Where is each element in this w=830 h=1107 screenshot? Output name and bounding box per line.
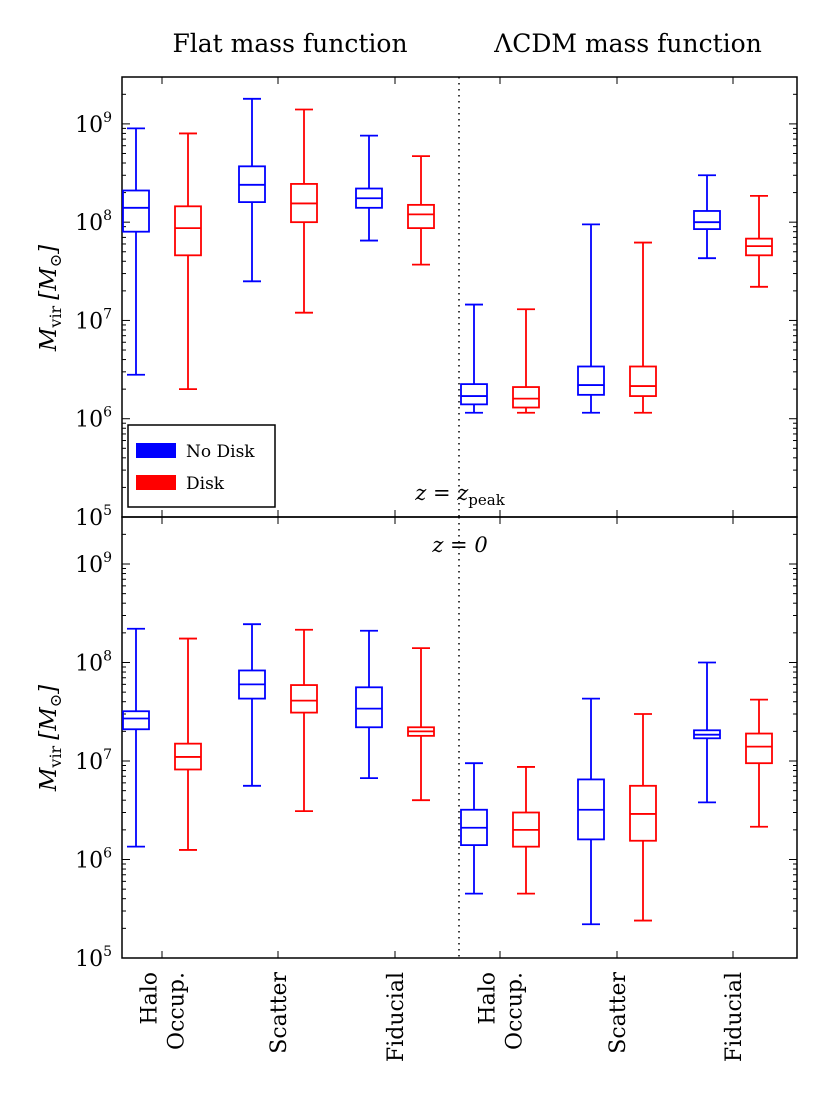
- box-no-disk: [238, 97, 266, 283]
- box-no-disk: [577, 223, 605, 414]
- box-disk: [629, 713, 657, 922]
- box-no-disk: [355, 134, 383, 242]
- y-tick-label: 108: [75, 648, 112, 676]
- box-no-disk: [355, 629, 383, 780]
- box-disk: [407, 647, 435, 802]
- legend-label-disk: Disk: [186, 474, 225, 494]
- title-lcdm-mass-function: ΛCDM mass function: [493, 29, 762, 58]
- y-tick-label: 107: [75, 306, 112, 334]
- box-no-disk: [238, 623, 266, 787]
- box-iqr: [745, 732, 773, 765]
- box-disk: [407, 155, 435, 266]
- box-no-disk: [460, 762, 488, 895]
- box-no-disk: [577, 697, 605, 926]
- title-flat-mass-function: Flat mass function: [172, 29, 407, 58]
- box-iqr: [577, 365, 605, 396]
- y-tick-labels: 105 106 107 108 109 105 106 107 108 109: [75, 110, 112, 972]
- box-no-disk: [122, 627, 150, 848]
- box-iqr: [693, 210, 721, 231]
- y-tick-label: 105: [75, 944, 112, 972]
- y-axis-label-bottom: Mvir[M⊙]: [36, 685, 65, 792]
- box-iqr: [460, 383, 488, 406]
- annotation-z-zero: z = 0: [431, 533, 487, 557]
- box-iqr: [122, 710, 150, 731]
- box-no-disk: [693, 174, 721, 260]
- x-category-label: Occup.: [165, 972, 190, 1050]
- box-disk: [290, 628, 318, 812]
- box-no-disk: [693, 661, 721, 804]
- box-disk: [745, 698, 773, 828]
- box-disk: [512, 308, 540, 414]
- y-axis-label-top: Mvir[M⊙]: [36, 245, 65, 352]
- y-tick-label: 106: [75, 845, 112, 873]
- box-iqr: [122, 189, 150, 233]
- y-tick-label: 105: [75, 503, 112, 531]
- x-category-label: Occup.: [503, 972, 528, 1050]
- legend-label-no-disk: No Disk: [186, 442, 255, 462]
- box-disk: [512, 766, 540, 895]
- x-category-label: Fiducial: [384, 972, 409, 1062]
- legend-swatch-no-disk: [136, 443, 176, 458]
- box-iqr: [355, 686, 383, 729]
- y-tick-label: 106: [75, 405, 112, 433]
- annotation-z-peak: z = zpeak: [414, 481, 506, 509]
- y-tick-label: 109: [75, 550, 112, 578]
- panel-z-zero: [121, 516, 798, 959]
- legend: No Disk Disk: [127, 424, 276, 508]
- x-category-label: Scatter: [606, 972, 631, 1054]
- x-category-label: Halo: [138, 972, 163, 1025]
- box-iqr: [174, 205, 202, 257]
- legend-swatch-disk: [136, 475, 176, 490]
- box-iqr: [629, 365, 657, 397]
- y-tick-label: 108: [75, 208, 112, 236]
- x-category-labels: Halo Occup. Scatter Fiducial Halo Occup. Scatt…: [138, 972, 748, 1063]
- panel-z-peak: [121, 76, 798, 518]
- y-tick-label: 107: [75, 747, 112, 775]
- x-category-label: Scatter: [267, 972, 292, 1054]
- box-iqr: [512, 386, 540, 409]
- x-category-label: Fiducial: [722, 972, 747, 1062]
- box-no-disk: [122, 127, 150, 376]
- box-disk: [629, 241, 657, 414]
- y-tick-label: 109: [75, 110, 112, 138]
- box-iqr: [407, 203, 435, 230]
- box-no-disk: [460, 303, 488, 414]
- legend-frame: [127, 424, 276, 508]
- box-disk: [174, 132, 202, 391]
- box-iqr: [290, 684, 318, 714]
- box-disk: [290, 108, 318, 314]
- x-category-label: Halo: [476, 972, 501, 1025]
- box-disk: [745, 195, 773, 288]
- box-disk: [174, 637, 202, 851]
